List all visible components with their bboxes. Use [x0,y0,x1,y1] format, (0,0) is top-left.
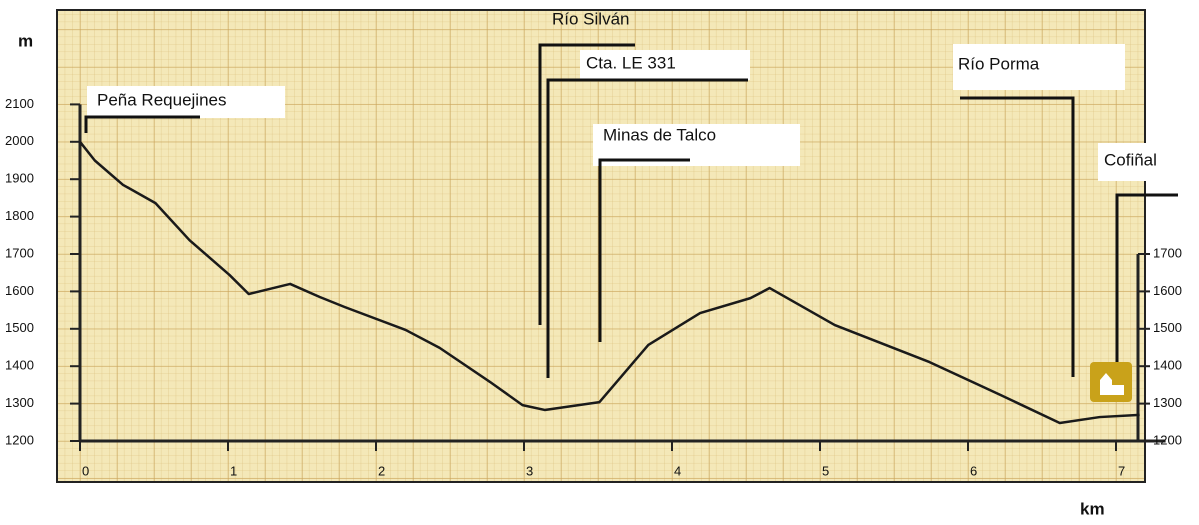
y-tick-label: 1200 [5,432,34,447]
y-axis-label: m [18,31,33,50]
y2-tick-label: 1500 [1153,320,1182,335]
y2-tick-label: 1300 [1153,395,1182,410]
annotation: Cofiñal [1104,150,1157,169]
y-tick-label: 1500 [5,320,34,335]
x-tick-label: 4 [674,463,681,478]
annotation: Cta. LE 331 [586,53,676,72]
x-tick-label: 3 [526,463,533,478]
y-tick-label: 1600 [5,283,34,298]
y-tick-label: 1900 [5,171,34,186]
x-tick-label: 2 [378,463,385,478]
x-tick-label: 6 [970,463,977,478]
x-tick-label: 0 [82,463,89,478]
annotation: Río Silván [552,9,629,28]
y2-tick-label: 1700 [1153,245,1182,260]
y-tick-label: 2000 [5,133,34,148]
x-tick-label: 1 [230,463,237,478]
y2-tick-label: 1600 [1153,283,1182,298]
y-tick-label: 1800 [5,208,34,223]
x-axis-label: km [1080,499,1105,518]
x-tick-label: 5 [822,463,829,478]
y-tick-label: 1700 [5,245,34,260]
y-tick-label: 2100 [5,96,34,111]
x-tick-label: 7 [1118,463,1125,478]
annotation: Minas de Talco [603,125,716,144]
annotation: Peña Requejines [97,90,226,109]
y-tick-label: 1400 [5,358,34,373]
y2-tick-label: 1400 [1153,358,1182,373]
annotation: Río Porma [958,54,1040,73]
y-tick-label: 1300 [5,395,34,410]
y2-tick-label: 1200 [1153,432,1182,447]
chart: m km 1200 1300 1400 1500 1600 1700 1800 1900 200… [0,0,1199,525]
